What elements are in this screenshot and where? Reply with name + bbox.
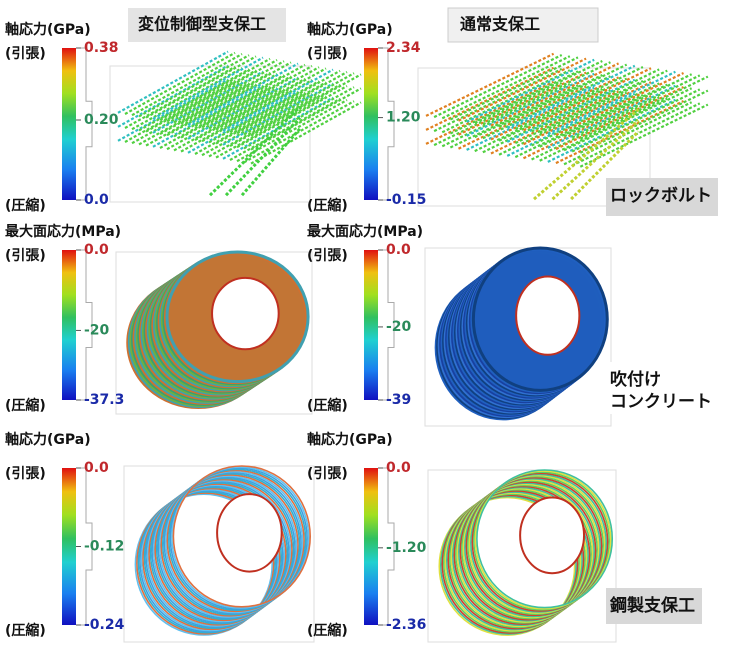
- tick-label: -0.12: [84, 539, 124, 555]
- tick-label: -39: [386, 392, 411, 408]
- row-label: ロックボルト: [610, 186, 712, 206]
- column-header: 変位制御型支保工: [138, 15, 266, 34]
- colorbar: [364, 250, 378, 400]
- tick-label: 0.0: [84, 192, 109, 208]
- lining-image: [116, 252, 312, 414]
- tick-label: 0.0: [386, 460, 411, 476]
- colorbar: [62, 250, 76, 400]
- row-label: 吹付け: [610, 369, 661, 390]
- opening: [516, 276, 579, 354]
- compression-label: (圧縮): [307, 197, 348, 214]
- compression-label: (圧縮): [5, 397, 46, 414]
- tick-label: 0.20: [84, 112, 119, 128]
- tick-label: -20: [84, 322, 110, 338]
- lining-image: [124, 466, 314, 642]
- opening: [212, 278, 279, 349]
- tension-label: (引張): [307, 466, 348, 482]
- opening: [217, 494, 282, 571]
- rockbolt-image: [110, 52, 361, 202]
- tick-label: -0.15: [386, 192, 426, 208]
- colorbar: [364, 468, 378, 625]
- compression-label: (圧縮): [5, 622, 46, 639]
- tick-label: 2.34: [386, 40, 421, 56]
- tick-label: 0.0: [84, 242, 109, 258]
- tick-label: -0.24: [84, 617, 125, 633]
- tick-label: -1.20: [386, 540, 427, 556]
- lining-image: [428, 470, 616, 642]
- quantity-label: 最大面応力(MPa): [5, 223, 121, 240]
- tension-label: (引張): [307, 46, 348, 62]
- compression-label: (圧縮): [5, 197, 46, 214]
- tension-label: (引張): [5, 466, 46, 482]
- row-label: コンクリート: [610, 392, 712, 412]
- tension-label: (引張): [5, 248, 46, 264]
- tension-label: (引張): [5, 46, 46, 62]
- tick-label: -2.36: [386, 617, 426, 633]
- tick-label: 0.0: [84, 460, 109, 476]
- compression-label: (圧縮): [307, 622, 348, 639]
- quantity-label: 軸応力(GPa): [5, 431, 91, 448]
- tick-label: 0.38: [84, 40, 119, 56]
- tick-label: 1.20: [386, 110, 421, 126]
- lining-image: [425, 248, 611, 426]
- colorbar: [62, 468, 76, 625]
- row-label: 鋼製支保工: [609, 595, 695, 616]
- tick-label: -20: [386, 319, 412, 335]
- tick-label: -37.3: [84, 392, 124, 408]
- figure: 変位制御型支保工 通常支保工 軸応力(GPa) (引張) (圧縮) 0.38 0.20 0…: [0, 0, 744, 645]
- tension-label: (引張): [307, 248, 348, 264]
- opening: [520, 498, 584, 574]
- tick-label: 0.0: [386, 242, 411, 258]
- quantity-label: 最大面応力(MPa): [307, 223, 423, 240]
- quantity-label: 軸応力(GPa): [5, 21, 91, 38]
- quantity-label: 軸応力(GPa): [307, 431, 393, 448]
- compression-label: (圧縮): [307, 397, 348, 414]
- column-header: 通常支保工: [460, 15, 540, 34]
- quantity-label: 軸応力(GPa): [307, 21, 393, 38]
- colorbar: [62, 48, 76, 200]
- colorbar: [364, 48, 378, 200]
